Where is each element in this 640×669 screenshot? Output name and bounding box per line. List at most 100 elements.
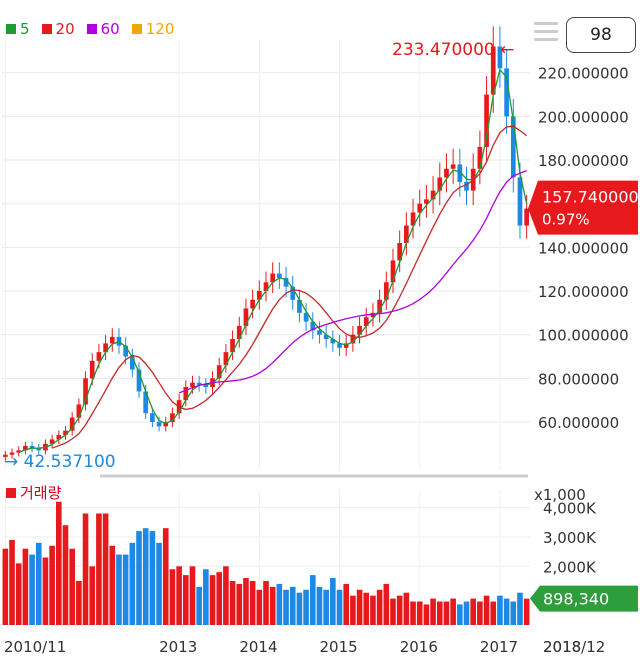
- candle-body: [444, 168, 449, 178]
- volume-bar: [470, 598, 476, 625]
- low-price-label: → 42.537100: [4, 452, 116, 472]
- candle-body: [350, 334, 356, 344]
- volume-bar: [263, 580, 269, 625]
- volume-bar: [410, 601, 416, 625]
- volume-bar: [383, 583, 390, 625]
- ma20-line: [51, 125, 528, 449]
- candle-body: [283, 277, 289, 287]
- candle-body: [190, 382, 195, 388]
- legend-label: 5: [20, 20, 30, 38]
- candle-body: [457, 164, 463, 182]
- volume-bar: [523, 598, 530, 625]
- volume-bar: [390, 598, 396, 625]
- candle-body: [323, 334, 329, 340]
- volume-bar: [109, 545, 116, 625]
- x-tick-label: 2010/11: [4, 638, 66, 656]
- volume-bar: [102, 513, 109, 625]
- legend-swatch: [131, 24, 142, 34]
- candle-body: [430, 190, 436, 200]
- legend-swatch: [86, 24, 97, 34]
- candle-body: [23, 445, 28, 451]
- candle-body: [337, 343, 342, 348]
- price-tick-label: 60.000000: [538, 414, 619, 432]
- legend-swatch: [6, 24, 16, 34]
- candle-body: [109, 336, 115, 344]
- x-tick-label: 2013: [159, 638, 197, 656]
- candle-body: [464, 181, 469, 191]
- current-volume-badge: [530, 585, 638, 612]
- volume-bar: [443, 601, 450, 625]
- price-tick-label: 80.000000: [538, 370, 619, 388]
- volume-bar: [15, 563, 22, 625]
- volume-bar: [116, 554, 122, 625]
- ma-legend: 5 20 60 120: [6, 20, 174, 38]
- volume-bar: [436, 601, 443, 625]
- volume-bar: [450, 598, 456, 625]
- candle-body: [490, 46, 496, 95]
- volume-bar: [209, 575, 216, 625]
- volume-bar: [249, 580, 256, 625]
- volume-bar: [35, 542, 42, 625]
- candle-body: [317, 330, 322, 335]
- volume-bar: [497, 595, 503, 625]
- candle-body: [183, 387, 189, 401]
- candle-body: [123, 345, 128, 357]
- menu-icon[interactable]: [534, 22, 558, 42]
- candle-body: [250, 299, 255, 309]
- volume-bar: [457, 604, 463, 625]
- candle-body: [357, 325, 362, 335]
- volume-bar: [483, 595, 490, 625]
- volume-bar: [176, 566, 182, 625]
- period-count-button[interactable]: 98: [566, 17, 636, 53]
- volume-bar: [477, 601, 483, 625]
- legend-ma20: 20: [41, 20, 75, 38]
- price-tick-label: 100.000000: [538, 327, 629, 345]
- volume-bar: [129, 542, 136, 625]
- candle-body: [83, 378, 88, 405]
- current-change-value: 0.97%: [542, 211, 590, 229]
- volume-bar: [56, 501, 62, 625]
- candle-body: [310, 321, 316, 331]
- candle-body: [404, 225, 409, 243]
- candle-body: [330, 339, 336, 344]
- volume-bar: [49, 545, 55, 625]
- candle-body: [3, 454, 8, 457]
- volume-bar: [490, 601, 497, 625]
- price-tick-label: 200.000000: [538, 108, 629, 126]
- candle-body: [363, 317, 369, 326]
- volume-bar: [62, 525, 69, 625]
- candle-body: [116, 336, 122, 346]
- candle-body: [89, 360, 95, 379]
- volume-bar: [370, 595, 376, 625]
- volume-bar: [216, 572, 223, 625]
- volume-bar: [142, 528, 149, 625]
- candle-body: [377, 299, 382, 313]
- candle-body: [263, 282, 269, 292]
- volume-bar: [96, 513, 102, 625]
- candle-body: [510, 116, 516, 178]
- candle-body: [49, 439, 55, 444]
- volume-bar: [2, 548, 9, 625]
- volume-bar: [29, 554, 35, 625]
- volume-bar: [229, 580, 236, 625]
- candle-body: [203, 384, 209, 388]
- volume-legend: 거래량: [6, 482, 61, 503]
- current-price-badge: [528, 180, 638, 235]
- legend-label: 20: [55, 20, 75, 38]
- volume-bar: [276, 583, 283, 625]
- candle-body: [277, 273, 282, 278]
- volume-bar: [289, 586, 296, 625]
- price-tick-label: 220.000000: [538, 65, 629, 83]
- candle-body: [76, 404, 82, 418]
- candle-body: [63, 430, 68, 436]
- volume-bar: [376, 589, 383, 625]
- volume-bar: [89, 566, 96, 625]
- volume-bar: [296, 592, 303, 625]
- candle-body: [16, 450, 22, 453]
- volume-bar: [430, 598, 436, 625]
- candle-body: [69, 417, 75, 431]
- candle-body: [163, 421, 169, 427]
- volume-bar: [122, 554, 129, 625]
